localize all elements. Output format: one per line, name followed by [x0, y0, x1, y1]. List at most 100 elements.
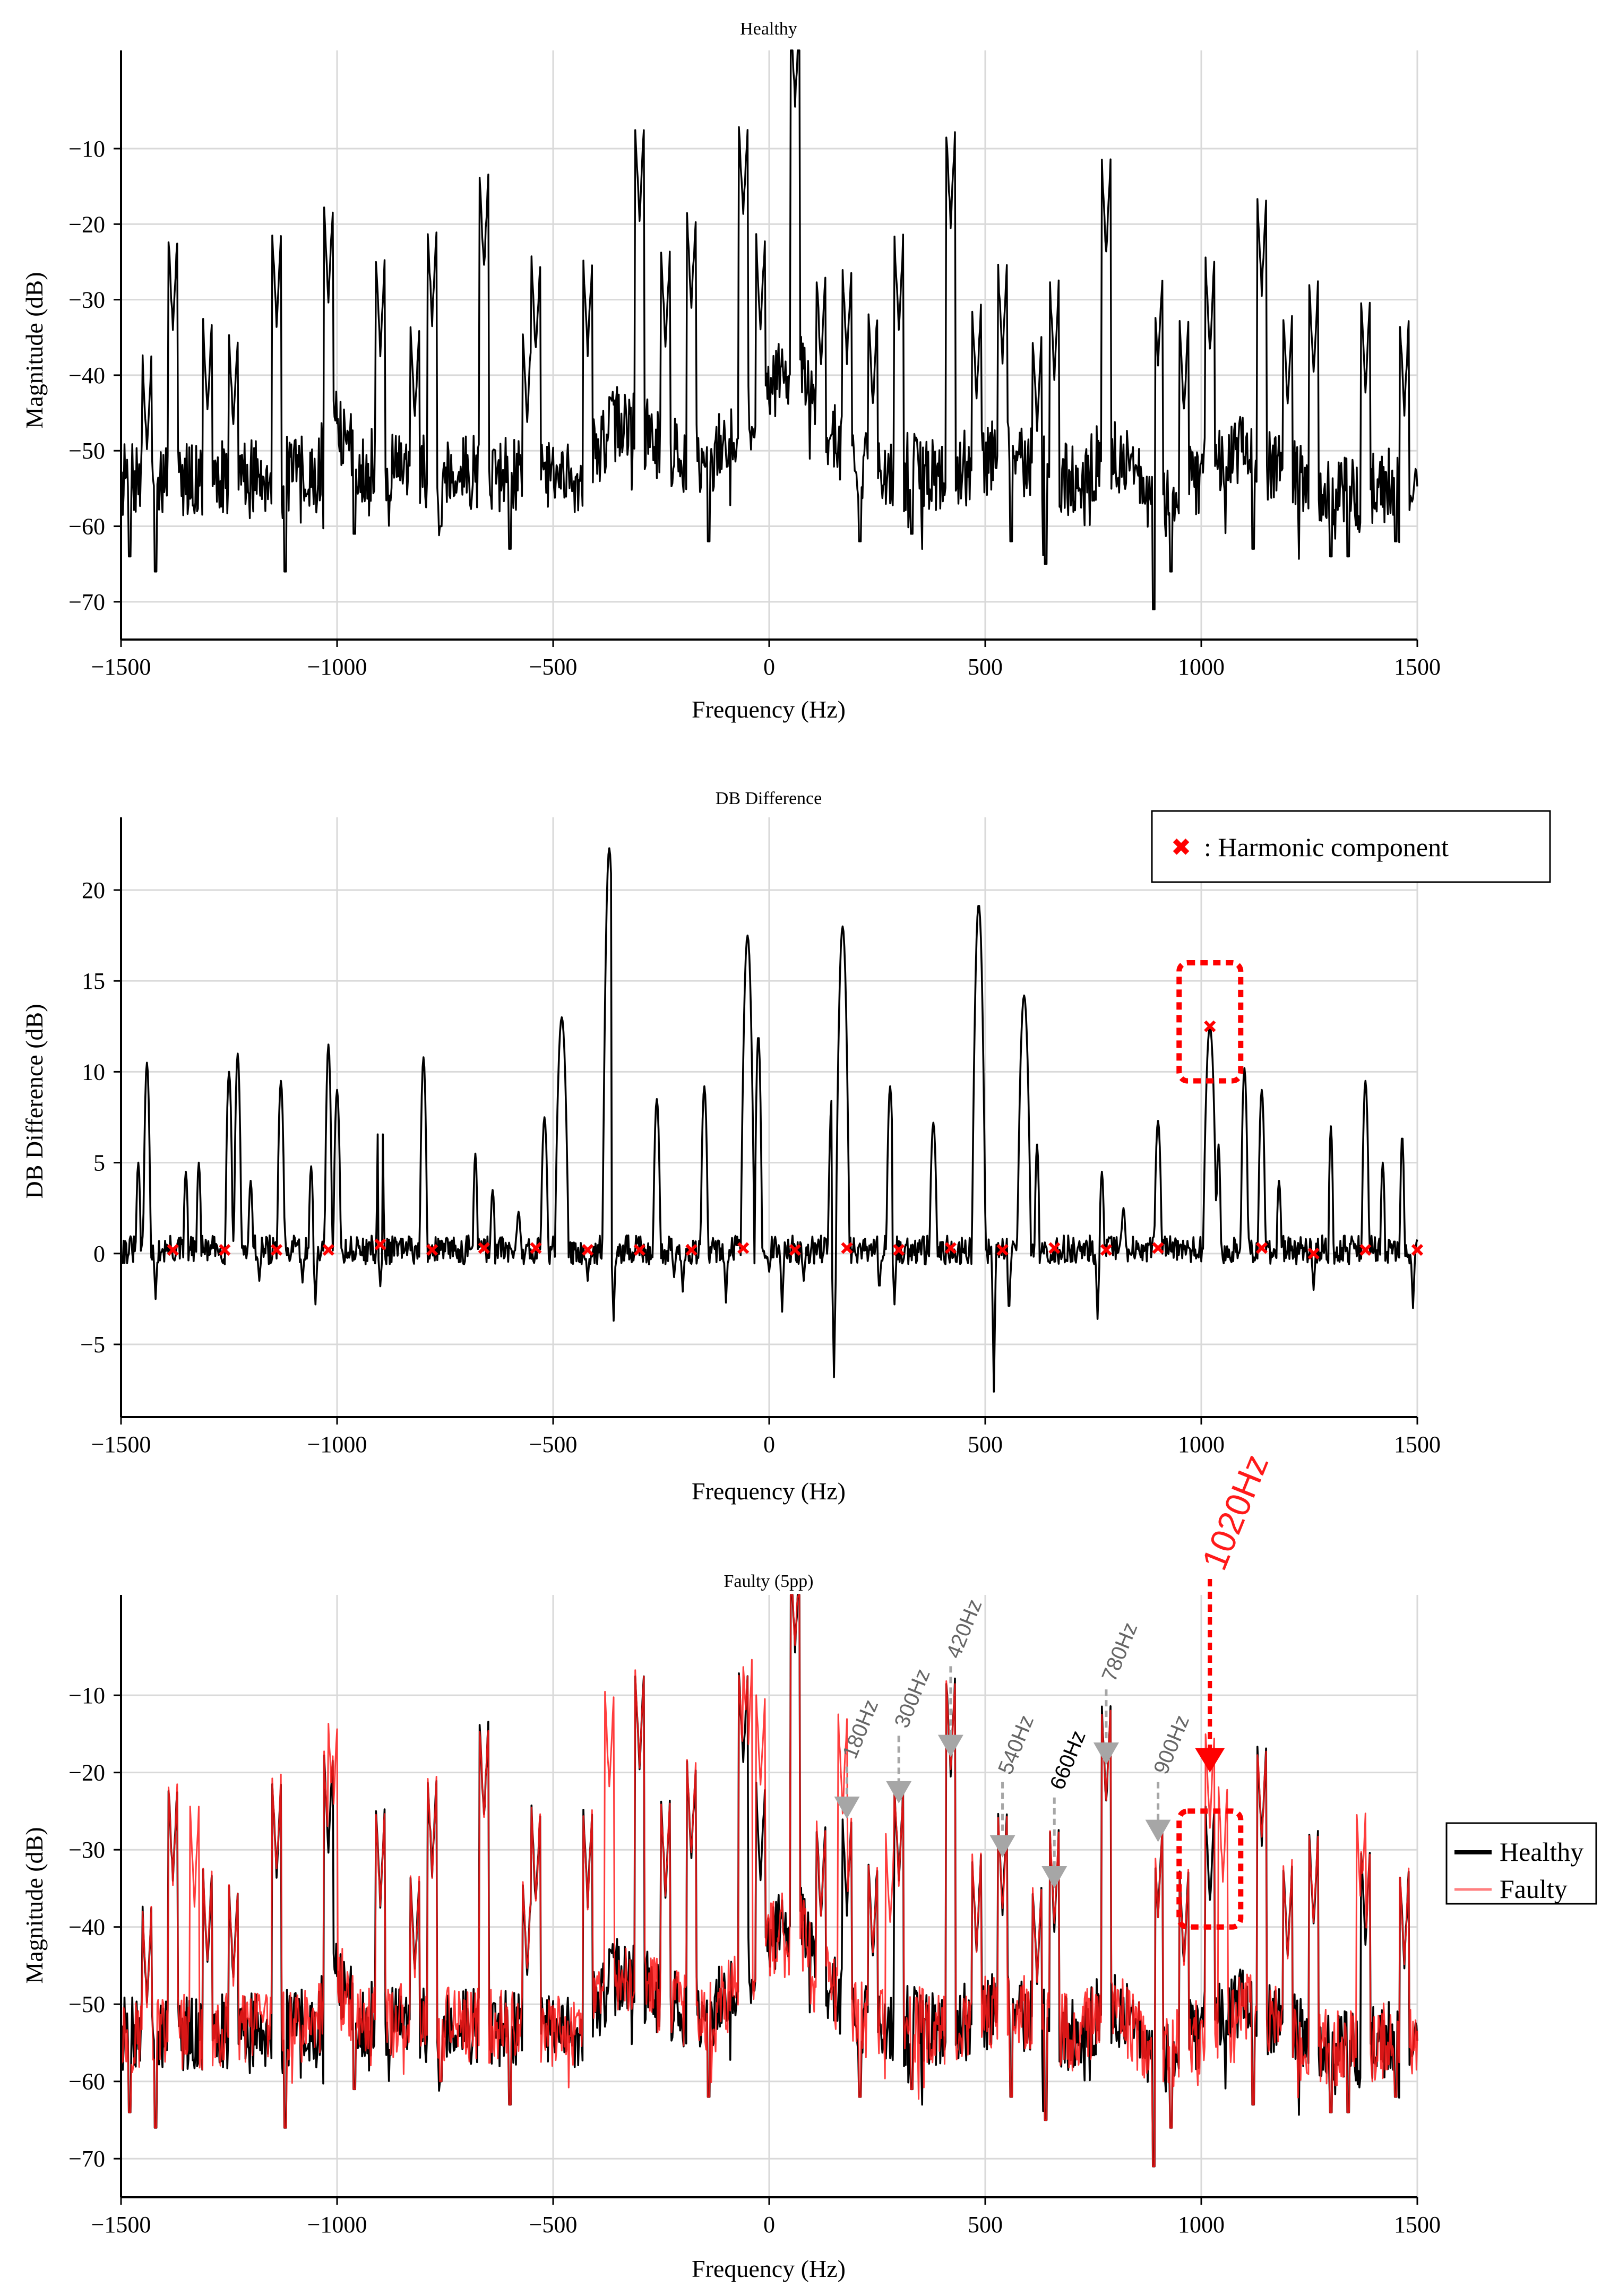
faulty-spectrum-chart: Faulty (5pp) −1500 −1000 −500 0 500 1000 1500 …	[21, 1449, 1597, 2282]
faulty-xtick-label: 1500	[1394, 2212, 1441, 2238]
harmonic-markers	[167, 1020, 1424, 1259]
faulty-xtick-label: −1500	[91, 2212, 151, 2238]
healthy-y-axis-label: Magnitude (dB)	[21, 272, 48, 428]
faulty-xtick-label: −500	[529, 2212, 578, 2238]
healthy-xtick-label: −1000	[307, 654, 367, 680]
faulty-xtick-label: 500	[968, 2212, 1003, 2238]
db-difference-chart: DB Difference −1500 −1000 −500 0 500 1000 1500…	[21, 789, 1551, 1505]
healthy-xtick-label: −500	[529, 654, 578, 680]
healthy-xtick-label: 1500	[1394, 654, 1441, 680]
annotation-1020hz: 1020Hz	[1194, 1449, 1276, 1773]
difference-ytick-label: 10	[82, 1059, 105, 1085]
harmonic-marker	[1204, 1020, 1216, 1032]
annotation-660hz: 660Hz	[1041, 1727, 1090, 1888]
healthy-chart-title: Healthy	[740, 19, 797, 39]
annotation-arrow-head	[989, 1835, 1015, 1858]
annotation-arrow-head	[937, 1734, 963, 1757]
faulty-legend: Healthy Faulty	[1445, 1822, 1597, 1905]
faulty-ytick-labels: −70 −60 −50 −40 −30 −20 −10	[68, 1682, 105, 2172]
harmonic-marker	[944, 1242, 957, 1254]
difference-xtick-label: −500	[529, 1431, 578, 1457]
faulty-xtick-label: 1000	[1178, 2212, 1225, 2238]
healthy-ytick-label: −70	[68, 589, 105, 615]
annotation-540hz: 540Hz	[989, 1712, 1038, 1858]
legend-healthy-label: Healthy	[1500, 1837, 1583, 1867]
annotation-label: 1020Hz	[1194, 1449, 1276, 1576]
annotation-label: 900Hz	[1149, 1712, 1194, 1777]
faulty-axes	[114, 1595, 1418, 2205]
faulty-ytick-label: −50	[68, 1991, 105, 2017]
healthy-ytick-label: −10	[68, 136, 105, 162]
harmonic-legend: ✖ : Harmonic component	[1151, 810, 1551, 883]
healthy-ytick-label: −20	[68, 211, 105, 237]
healthy-axes	[114, 50, 1418, 647]
healthy-ytick-label: −50	[68, 438, 105, 464]
healthy-spectrum-chart: Healthy −1500 −1000 −500 0 500 1000 1500 −70 −6…	[21, 19, 1441, 723]
harmonic-marker	[1100, 1244, 1113, 1256]
difference-ytick-labels: −5 0 5 10 15 20	[80, 877, 105, 1358]
harmonic-marker	[1411, 1244, 1424, 1256]
difference-ytick-label: 20	[82, 877, 105, 903]
harmonic-legend-frame	[1151, 810, 1551, 883]
healthy-ytick-labels: −70 −60 −50 −40 −30 −20 −10	[68, 136, 105, 615]
faulty-highlight-box	[1176, 1808, 1244, 1930]
difference-xtick-labels: −1500 −1000 −500 0 500 1000 1500	[91, 1431, 1441, 1457]
harmonic-marker	[841, 1242, 853, 1254]
difference-y-axis-label: DB Difference (dB)	[21, 1004, 48, 1198]
faulty-ytick-label: −60	[68, 2069, 105, 2095]
harmonic-marker	[893, 1244, 905, 1256]
annotation-label: 540Hz	[994, 1712, 1038, 1777]
healthy-x-axis-label: Frequency (Hz)	[692, 696, 846, 723]
harmonic-marker	[219, 1244, 231, 1256]
faulty-xtick-label: 0	[763, 2212, 775, 2238]
difference-series-group	[120, 847, 1418, 1393]
legend-faulty-label: Faulty	[1500, 1874, 1568, 1904]
harmonic-marker	[633, 1244, 645, 1256]
harmonic-marker	[1152, 1242, 1164, 1254]
annotation-label: 420Hz	[942, 1596, 986, 1662]
annotation-arrow-head	[1041, 1866, 1067, 1888]
harmonic-marker	[789, 1244, 801, 1256]
harmonic-legend-label: : Harmonic component	[1204, 832, 1449, 862]
healthy-xtick-label: 500	[968, 654, 1003, 680]
difference-xtick-label: −1500	[91, 1431, 151, 1457]
harmonic-marker	[426, 1244, 438, 1256]
harmonic-marker	[270, 1244, 283, 1256]
faulty-ytick-label: −40	[68, 1914, 105, 1940]
faulty-ytick-label: −20	[68, 1760, 105, 1786]
harmonic-marker	[1255, 1242, 1268, 1254]
annotation-420hz: 420Hz	[937, 1596, 987, 1757]
annotation-arrow-head	[1093, 1742, 1119, 1765]
harmonic-marker	[996, 1244, 1009, 1256]
harmonic-marker	[1359, 1244, 1372, 1256]
difference-ytick-label: 0	[93, 1241, 105, 1267]
healthy-spectrum-line	[120, 49, 1418, 610]
difference-xtick-label: 0	[763, 1431, 775, 1457]
healthy-ytick-label: −40	[68, 362, 105, 389]
faulty-ytick-label: −70	[68, 2146, 105, 2172]
harmonic-marker	[530, 1242, 542, 1254]
difference-x-axis-label: Frequency (Hz)	[692, 1478, 846, 1505]
harmonic-marker	[1307, 1247, 1320, 1259]
difference-axes	[114, 817, 1418, 1425]
annotation-300hz: 300Hz	[886, 1665, 935, 1803]
annotation-arrow-head	[1145, 1819, 1171, 1842]
difference-xtick-label: −1000	[307, 1431, 367, 1457]
faulty-spectrum-line	[120, 1594, 1418, 2168]
healthy-xtick-label: 0	[763, 654, 775, 680]
faulty-x-axis-label: Frequency (Hz)	[692, 2255, 846, 2282]
harmonic-marker	[374, 1238, 386, 1250]
difference-ytick-label: 15	[82, 968, 105, 994]
healthy-grid	[120, 50, 1418, 640]
difference-ytick-label: −5	[80, 1332, 105, 1358]
healthy-xtick-label: 1000	[1178, 654, 1225, 680]
annotation-arrow-head	[1195, 1748, 1225, 1773]
harmonic-marker	[581, 1244, 594, 1256]
faulty-chart-title: Faulty (5pp)	[724, 1572, 813, 1591]
faulty-series-group	[120, 1594, 1418, 2168]
harmonic-marker	[167, 1244, 179, 1256]
faulty-ytick-label: −30	[68, 1837, 105, 1863]
faulty-grid	[120, 1595, 1418, 2197]
difference-xtick-label: 1000	[1178, 1431, 1225, 1457]
